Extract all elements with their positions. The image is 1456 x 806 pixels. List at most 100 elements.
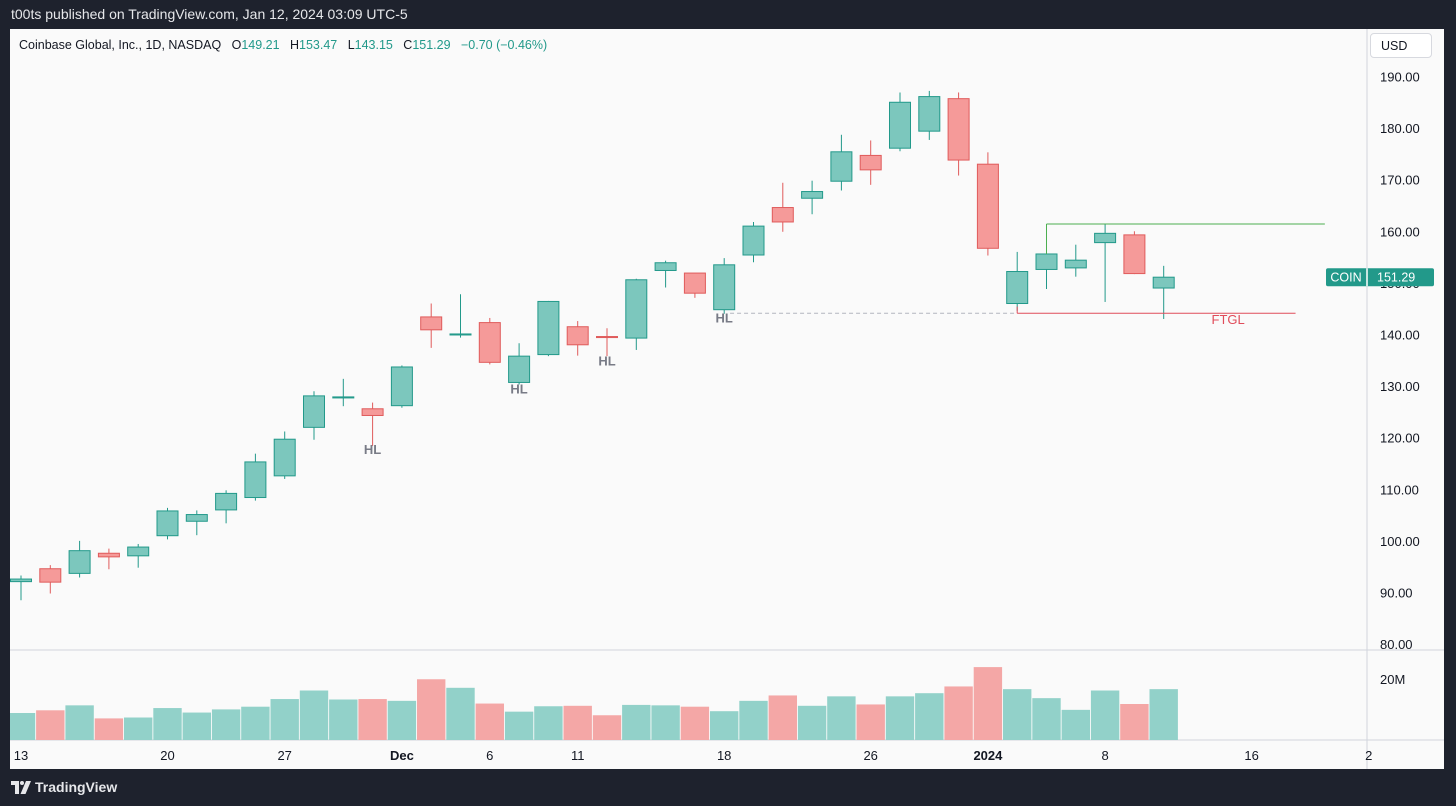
volume-bar (944, 686, 973, 740)
candle-body (1064, 259, 1087, 269)
volume-bar (211, 709, 241, 740)
footer-bar: TradingView (0, 769, 1456, 806)
candle-body (654, 262, 677, 271)
chart-annotation: HL (716, 311, 733, 326)
volume-bar (827, 696, 856, 740)
volume-bar (65, 705, 94, 740)
volume-bar (1149, 689, 1178, 740)
candle-body (273, 438, 296, 477)
volume-bar (10, 713, 36, 740)
volume-bar (622, 704, 651, 740)
candle-body (918, 96, 941, 132)
candle-body (596, 336, 618, 339)
candle-body (478, 322, 501, 363)
price-tick-label: 170.00 (1380, 173, 1420, 188)
candle-body (303, 395, 325, 428)
currency-button[interactable]: USD (1370, 33, 1432, 58)
candle-body (332, 396, 355, 399)
high-label: H (290, 38, 300, 52)
price-tick-label: 140.00 (1380, 328, 1420, 343)
candle-body (742, 225, 765, 256)
price-tick-label: 90.00 (1380, 586, 1413, 601)
volume-bar (36, 710, 65, 740)
high-value: 153.47 (299, 38, 338, 52)
volume-bar (1090, 690, 1120, 740)
open-value: 149.21 (241, 38, 280, 52)
candle-body (39, 568, 62, 583)
time-tick-label: 20 (160, 748, 174, 763)
chart-annotation: HL (598, 353, 615, 368)
candle-body (1094, 232, 1117, 244)
volume-bar (915, 693, 944, 740)
volume-bar (563, 705, 592, 740)
low-value: 143.15 (354, 38, 393, 52)
candle-body (1006, 271, 1029, 305)
volume-tick-label: 20M (1380, 672, 1405, 687)
volume-bar (1003, 689, 1032, 740)
volume-bar (1061, 709, 1090, 740)
candle-body (771, 207, 794, 223)
time-tick-label: 2024 (973, 748, 1003, 763)
time-tick-label: 18 (717, 748, 731, 763)
ohlc-legend: Coinbase Global, Inc., 1D, NASDAQ O149.2… (19, 38, 547, 52)
chart-annotation: HL (364, 442, 381, 457)
volume-bar (153, 708, 182, 740)
symbol-title: Coinbase Global, Inc., 1D, NASDAQ (19, 38, 222, 52)
time-tick-label: 8 (1101, 748, 1108, 763)
candle-body (1123, 234, 1146, 275)
time-tick-label: 13 (14, 748, 28, 763)
candle-body (976, 163, 999, 249)
publish-info: t00ts published on TradingView.com, Jan … (11, 6, 408, 22)
candle-body (420, 316, 443, 331)
candle-body (625, 279, 648, 339)
candle-body (361, 408, 384, 416)
publish-bar: t00ts published on TradingView.com, Jan … (0, 0, 1456, 29)
candle-body (97, 552, 120, 558)
volume-bar (885, 696, 915, 740)
chart-annotation: HL (510, 381, 527, 396)
time-tick-label: 6 (486, 748, 493, 763)
candle-body (508, 355, 531, 383)
chart-panel[interactable]: 190.00180.00170.00160.00150.00140.00130.… (10, 29, 1444, 769)
volume-bar (270, 699, 299, 740)
candle-body (10, 578, 32, 583)
chart-annotation: FTGL (1212, 312, 1245, 327)
volume-bar (797, 705, 827, 740)
volume-bar (124, 717, 153, 740)
candle-body (1152, 276, 1175, 289)
candlestick-chart[interactable]: 190.00180.00170.00160.00150.00140.00130.… (10, 29, 1444, 769)
candle-body (566, 326, 589, 346)
last-price-symbol: COIN (1330, 271, 1361, 285)
price-tick-label: 160.00 (1380, 224, 1420, 239)
time-tick-label: 27 (277, 748, 291, 763)
close-value: 151.29 (412, 38, 451, 52)
volume-bar (710, 711, 739, 740)
candle-body (156, 510, 179, 537)
volume-bar (299, 690, 329, 740)
volume-bar (534, 706, 563, 740)
candle-body (801, 191, 824, 199)
change-value: −0.70 (−0.46%) (460, 38, 548, 52)
volume-bar (417, 679, 446, 740)
tradingview-brand[interactable]: TradingView (35, 779, 118, 795)
volume-bar (973, 667, 1003, 740)
candle-body (244, 461, 267, 499)
volume-bar (446, 687, 475, 740)
last-price-value: 151.29 (1377, 271, 1415, 285)
volume-bar (475, 703, 504, 740)
volume-bar (387, 700, 417, 740)
candle-body (68, 550, 91, 574)
close-label: C (403, 38, 413, 52)
price-tick-label: 100.00 (1380, 534, 1420, 549)
price-tick-label: 130.00 (1380, 379, 1420, 394)
candle-body (390, 366, 413, 407)
volume-bar (592, 715, 622, 740)
time-tick-label: Dec (390, 748, 414, 763)
time-tick-label: 2 (1365, 748, 1372, 763)
volume-bar (739, 700, 768, 740)
volume-bar (182, 712, 211, 740)
candle-body (1035, 253, 1058, 270)
volume-bar (680, 706, 710, 740)
candle-body (947, 98, 970, 161)
volume-bar (1120, 704, 1149, 740)
